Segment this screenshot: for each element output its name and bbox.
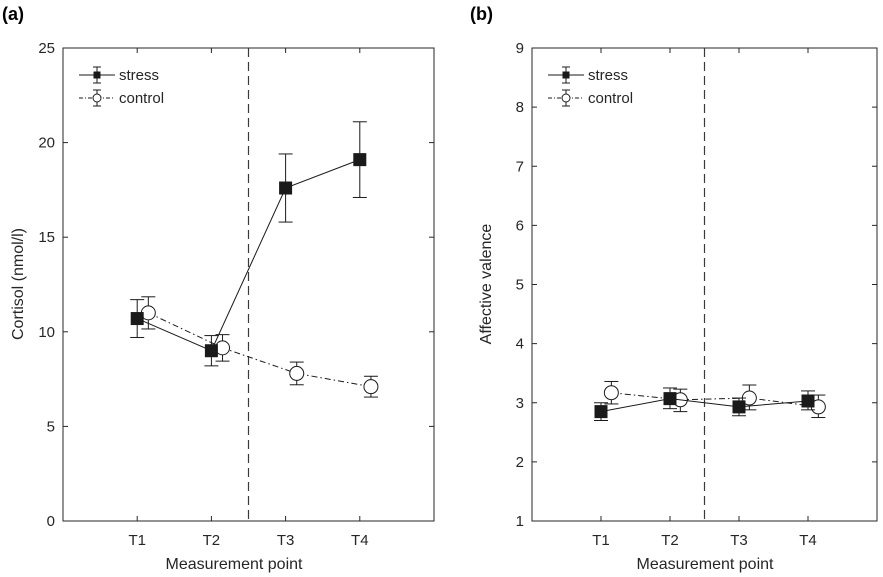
y-tick-label: 15 <box>38 229 55 246</box>
y-tick-label: 20 <box>38 135 55 152</box>
legend-label-control: control <box>588 90 633 107</box>
y-tick-label: 2 <box>516 454 524 471</box>
y-tick-label: 0 <box>47 513 55 530</box>
x-tick-label: T3 <box>730 532 748 549</box>
panel-label-a: (a) <box>2 4 24 24</box>
x-tick-label: T4 <box>351 532 369 549</box>
panel-b: (b) 1 2 3 4 5 6 7 8 9 T1 T2 T3 T4 stress control Measu… <box>470 4 878 573</box>
data-point-control <box>603 385 619 401</box>
x-tick-label: T2 <box>203 532 221 549</box>
panel-label-b: (b) <box>470 4 493 24</box>
panel-a: (a) 0 5 10 15 20 25 T1 T2 T3 T4 stress control Meas… <box>2 4 435 573</box>
series-line-control <box>148 312 372 388</box>
y-tick-label: 5 <box>47 418 55 435</box>
data-point-stress <box>279 181 293 195</box>
y-tick-label: 1 <box>516 513 524 530</box>
legend-label-control: control <box>119 90 164 107</box>
data-point-stress <box>801 394 815 408</box>
y-tick-label: 7 <box>516 158 524 175</box>
x-tick-label: T1 <box>592 532 610 549</box>
x-axis-title-b: Measurement point <box>637 556 775 573</box>
y-tick-label: 3 <box>516 395 524 412</box>
y-tick-label: 6 <box>516 217 524 234</box>
y-axis-title-b: Affective valence <box>478 224 495 345</box>
data-point-control <box>363 379 379 395</box>
series-line-stress <box>137 159 360 352</box>
x-tick-label: T3 <box>277 532 295 549</box>
legend-marker-stress <box>93 71 101 79</box>
legend-marker-control <box>561 93 571 103</box>
y-tick-label: 9 <box>516 40 524 57</box>
series-line-control <box>611 392 819 408</box>
x-tick-label: T4 <box>799 532 817 549</box>
data-point-stress <box>204 344 218 358</box>
legend-marker-stress <box>562 71 570 79</box>
y-tick-label: 25 <box>38 40 55 57</box>
x-axis-title-a: Measurement point <box>166 556 304 573</box>
data-point-stress <box>594 405 608 419</box>
plot-area-b: 1 2 3 4 5 6 7 8 9 T1 T2 T3 T4 stress control <box>516 40 878 549</box>
series-line-stress <box>600 398 809 413</box>
data-point-stress <box>353 153 367 167</box>
legend-label-stress: stress <box>119 67 159 84</box>
data-point-stress <box>732 400 746 414</box>
x-tick-label: T2 <box>661 532 679 549</box>
y-tick-label: 5 <box>516 277 524 294</box>
y-axis-title-a: Cortisol (nmol/l) <box>10 228 27 340</box>
legend-label-stress: stress <box>588 67 628 84</box>
y-tick-label: 8 <box>516 99 524 116</box>
y-tick-label: 4 <box>516 336 524 353</box>
legend-marker-control <box>92 93 102 103</box>
data-point-stress <box>130 312 144 326</box>
plot-area-a: 0 5 10 15 20 25 T1 T2 T3 T4 stress control <box>38 40 435 549</box>
data-point-control <box>289 365 305 381</box>
x-tick-label: T1 <box>128 532 146 549</box>
y-tick-label: 10 <box>38 324 55 341</box>
data-point-stress <box>663 392 677 406</box>
